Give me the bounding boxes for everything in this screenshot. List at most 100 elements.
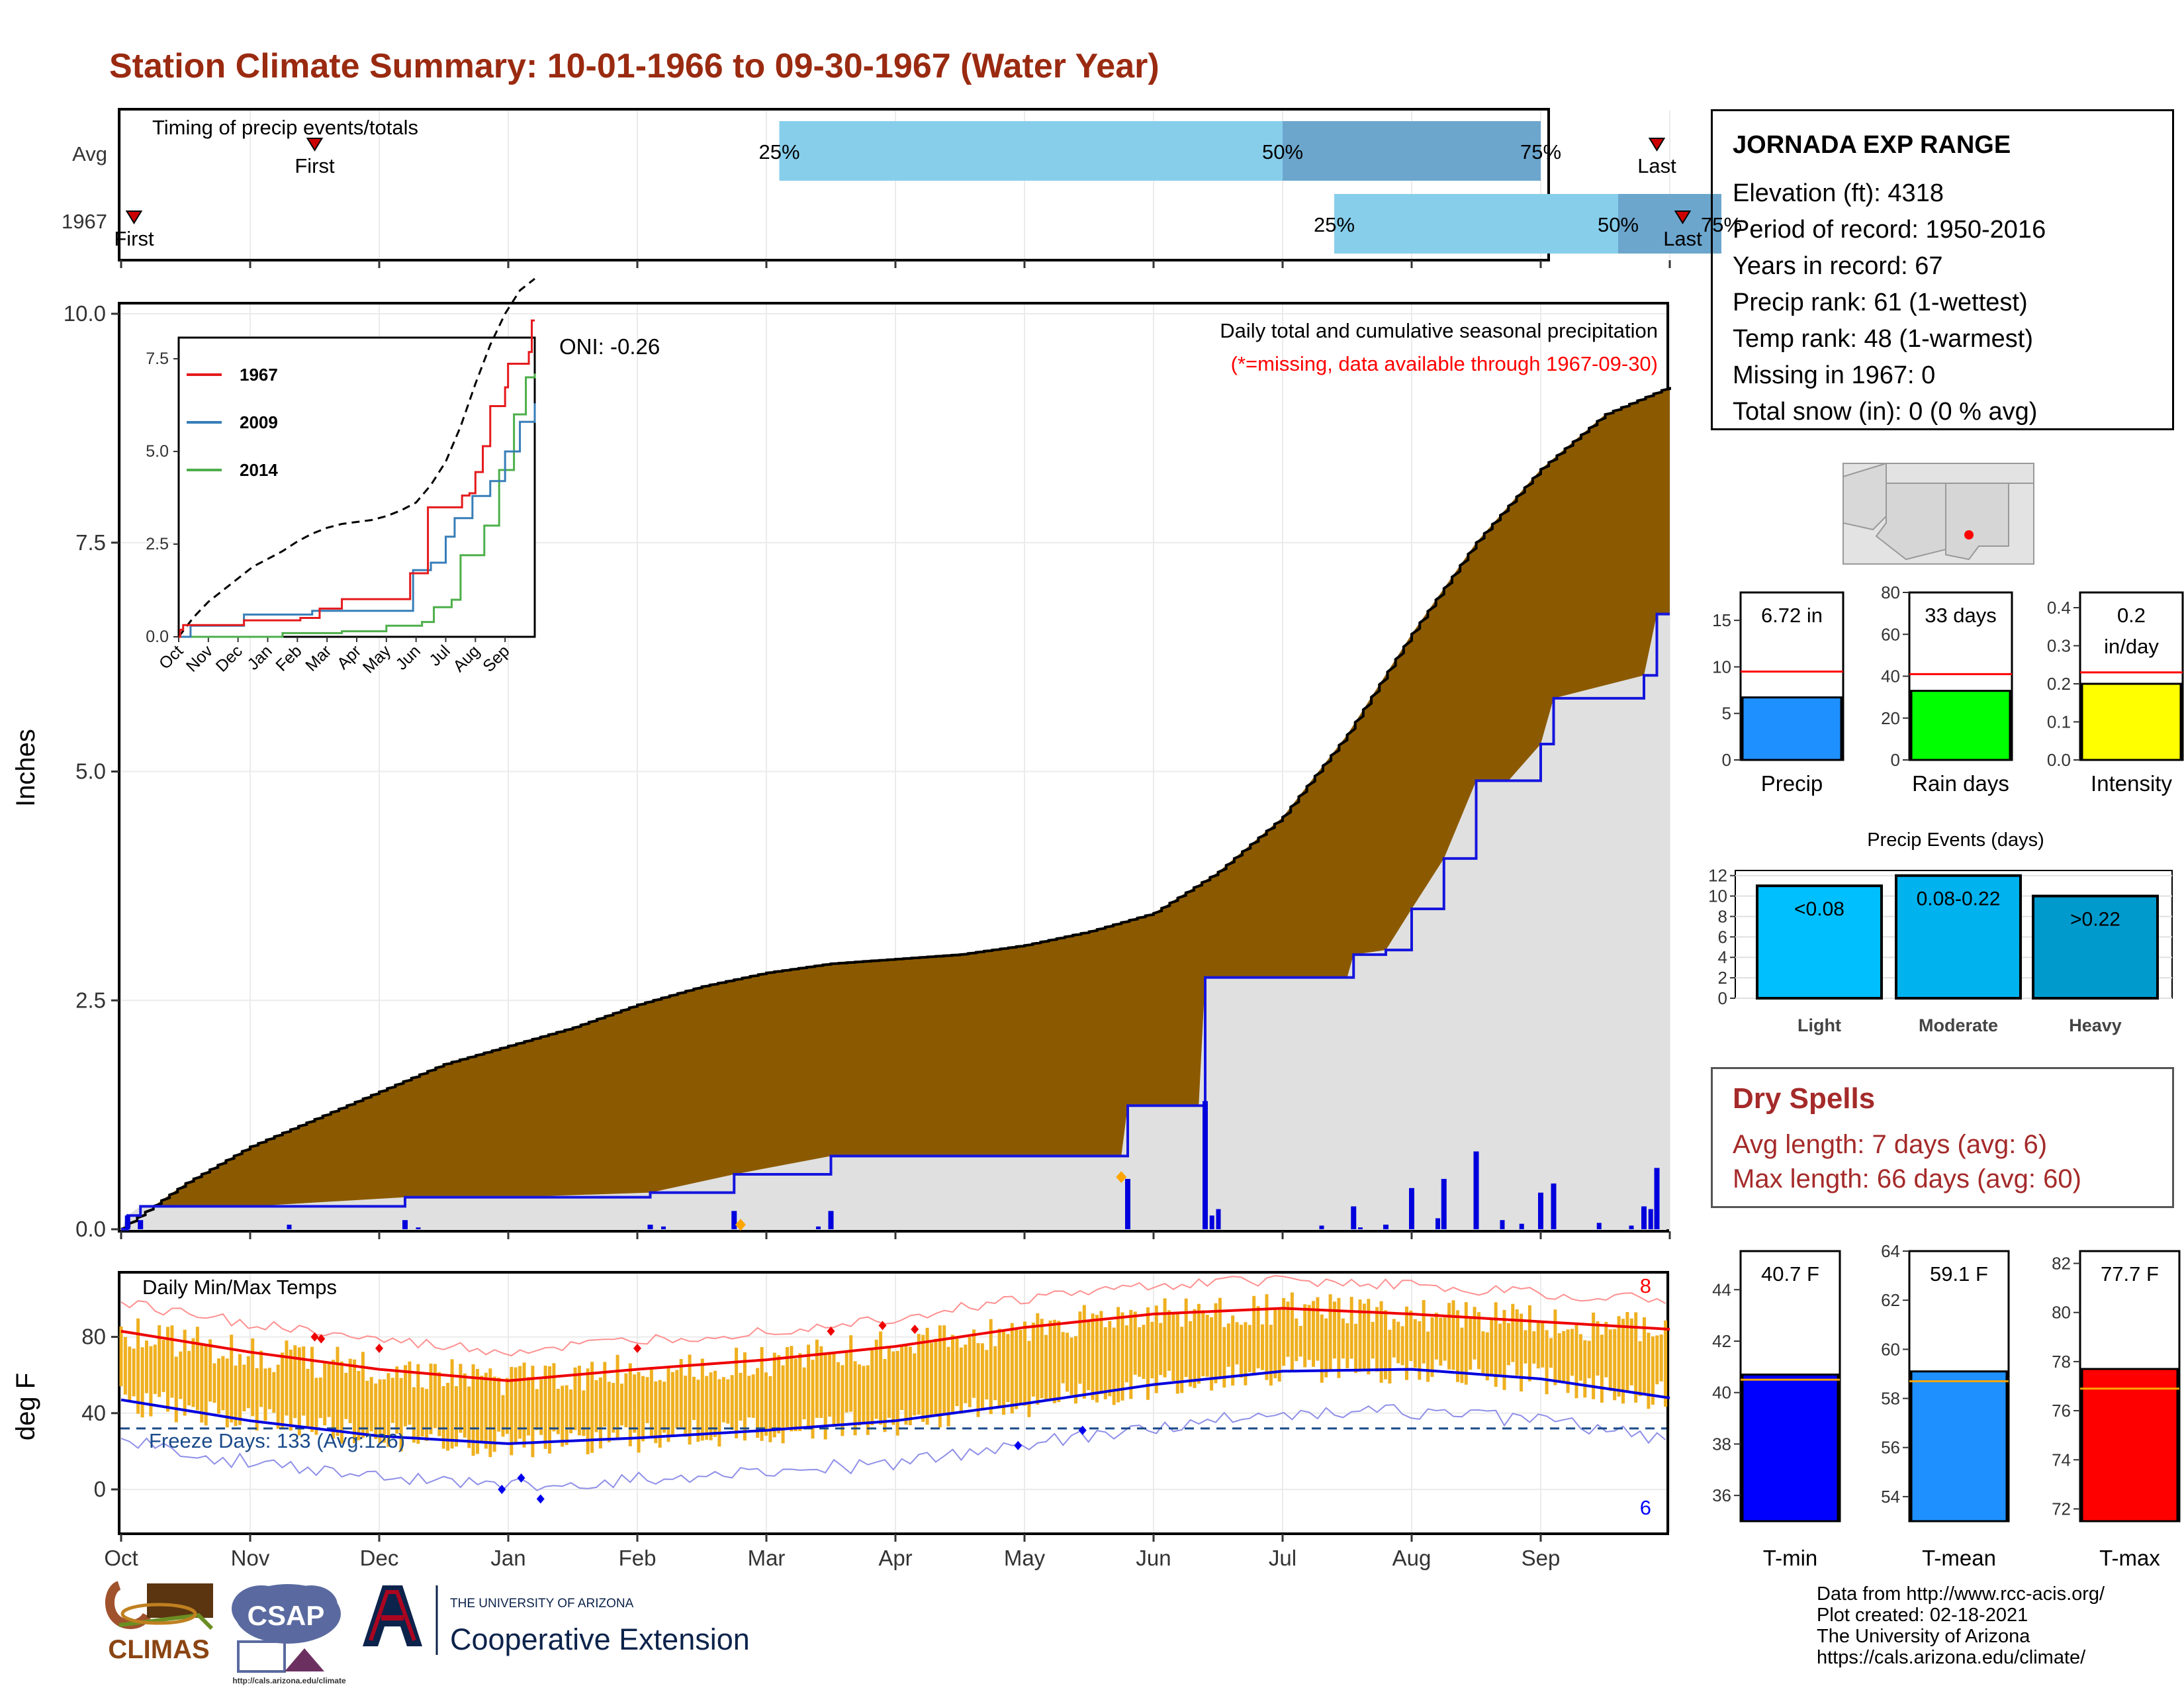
timing-row-year: 1967	[62, 210, 107, 233]
timing-marker	[125, 211, 143, 224]
daily-precip-bar	[138, 1220, 144, 1229]
precip-title: Daily total and cumulative seasonal prec…	[1220, 319, 1658, 342]
events-title: Precip Events (days)	[1867, 829, 2044, 851]
events-tick-label: 2	[1718, 968, 1727, 988]
daily-precip-bar	[1519, 1223, 1524, 1229]
small-bar-label: Intensity	[2091, 771, 2172, 796]
daily-temp-range-bars	[119, 1292, 1668, 1458]
daily-precip-bar	[1648, 1209, 1653, 1229]
daily-precip-bar	[1125, 1178, 1130, 1229]
inset-series-2014	[179, 373, 536, 638]
temp-bar-value: 40.7 F	[1761, 1262, 1819, 1286]
events-tick-label: 4	[1718, 947, 1727, 967]
events-category-label: Light	[1797, 1015, 1841, 1035]
temp-count-hi: 8	[1640, 1274, 1651, 1297]
small-bar-value: 0.2	[2117, 604, 2146, 627]
events-bar-label: 0.08-0.22	[1917, 888, 2001, 910]
temp-bar-tick-label: 38	[1712, 1434, 1731, 1454]
ua-small-text: THE UNIVERSITY OF ARIZONA	[450, 1597, 634, 1611]
page-title: Station Climate Summary: 10-01-1966 to 0…	[109, 47, 1160, 85]
inset-y-tick-label: 2.5	[146, 535, 169, 553]
record-low-marker	[1014, 1440, 1023, 1450]
station-location-marker	[1964, 530, 1974, 539]
precip-y-label: Inches	[11, 729, 40, 807]
events-category-label: Moderate	[1919, 1015, 1998, 1035]
timing-marker-label: Last	[1663, 227, 1702, 250]
temp-bar-tick-label: 40	[1712, 1383, 1731, 1403]
daily-precip-bar	[1384, 1225, 1388, 1229]
daily-precip-bar	[647, 1225, 653, 1229]
daily-precip-bar	[1409, 1188, 1414, 1229]
daily-precip-bar	[1435, 1218, 1440, 1229]
timing-panel: Timing of precip events/totals Avg 1967 …	[62, 108, 1742, 268]
timing-marker	[1648, 138, 1666, 152]
timing-pct-label: 75%	[1701, 213, 1742, 236]
record-low-marker	[498, 1485, 506, 1494]
y-tick-label: 10.0	[64, 301, 106, 326]
temp-panel: Daily Min/Max Temps 8 6 Freeze Days: 133…	[11, 1271, 1670, 1570]
small-bar-intensity	[2081, 682, 2182, 761]
y-tick-label: 7.5	[75, 530, 106, 555]
month-tick-label: Oct	[104, 1546, 138, 1570]
temp-bar-value: 59.1 F	[1930, 1262, 1988, 1286]
dry-spells-title: Dry Spells	[1733, 1082, 1876, 1115]
small-bar-tick-label: 0.3	[2047, 636, 2071, 656]
timing-marker-label: Last	[1637, 154, 1676, 177]
daily-precip-bar	[731, 1211, 737, 1229]
timing-pct-label: 25%	[758, 140, 799, 164]
small-bar-tick-label: 5	[1722, 704, 1731, 724]
month-tick-label: Nov	[231, 1546, 270, 1570]
climas-text: CLIMAS	[108, 1635, 209, 1664]
timing-bar-low	[1334, 194, 1618, 254]
temp-y-label: deg F	[11, 1373, 40, 1440]
credit-line: The University of Arizona	[1817, 1626, 2030, 1647]
y-tick-label: 5.0	[75, 759, 106, 784]
daily-precip-bar	[1216, 1209, 1221, 1229]
station-info-line: Missing in 1967: 0	[1733, 361, 1936, 389]
temp-title: Daily Min/Max Temps	[142, 1276, 337, 1299]
daily-precip-bar	[1538, 1192, 1543, 1229]
record-high-marker	[633, 1343, 641, 1353]
daily-precip-bar	[402, 1220, 408, 1229]
station-name: JORNADA EXP RANGE	[1733, 131, 2011, 159]
timing-bar-high	[1618, 194, 1721, 254]
dry-spells-box: Dry Spells Avg length: 7 days (avg: 6) M…	[1711, 1067, 2174, 1208]
station-info-line: Precip rank: 61 (1-wettest)	[1733, 289, 2028, 316]
small-bar-precip	[1741, 696, 1843, 761]
month-tick-label: Jan	[490, 1546, 525, 1570]
inset-series-2009	[179, 403, 536, 638]
record-high-marker	[878, 1321, 887, 1331]
daily-precip-bar	[1551, 1183, 1557, 1229]
small-bar-tick-label: 0.0	[2047, 750, 2071, 770]
oni-label: ONI: -0.26	[559, 334, 660, 359]
inset-legend-label: 1967	[240, 365, 278, 385]
csap-url: http://cals.arizona.edu/climate	[232, 1676, 346, 1685]
events-tick-label: 8	[1718, 906, 1727, 926]
small-bar-tick-label: 10	[1712, 657, 1731, 677]
record-high-marker	[911, 1325, 919, 1335]
temp-bar-value: 77.7 F	[2101, 1262, 2159, 1286]
small-bar-rain-days	[1910, 690, 2011, 761]
temp-bar-tick-label: 80	[2052, 1303, 2071, 1323]
station-info-line: Period of record: 1950-2016	[1733, 216, 2046, 244]
temp-bar-t-min	[1741, 1374, 1839, 1523]
timing-pct-label: 25%	[1314, 213, 1355, 236]
small-bar-tick-label: 40	[1881, 667, 1900, 686]
daily-precip-bar	[1629, 1225, 1634, 1229]
small-bar-tick-label: 20	[1881, 708, 1900, 728]
daily-precip-bar	[1500, 1220, 1505, 1229]
small-bar-tick-label: 0	[1722, 750, 1731, 770]
small-bar-value: 6.72 in	[1761, 604, 1823, 627]
events-tick-label: 0	[1718, 988, 1727, 1008]
record-max-line	[120, 1275, 1666, 1357]
year-cumulative-line	[121, 612, 1670, 1231]
month-tick-label: Aug	[1392, 1546, 1432, 1570]
region-map	[1843, 462, 2034, 565]
daily-precip-bar	[1358, 1227, 1363, 1229]
year-cumulative-area	[121, 614, 1670, 1229]
inset-legend-label: 2009	[240, 412, 278, 432]
avg-max-line	[120, 1307, 1670, 1382]
small-bar-label: Rain days	[1912, 771, 2009, 796]
temp-count-lo: 6	[1640, 1496, 1651, 1519]
